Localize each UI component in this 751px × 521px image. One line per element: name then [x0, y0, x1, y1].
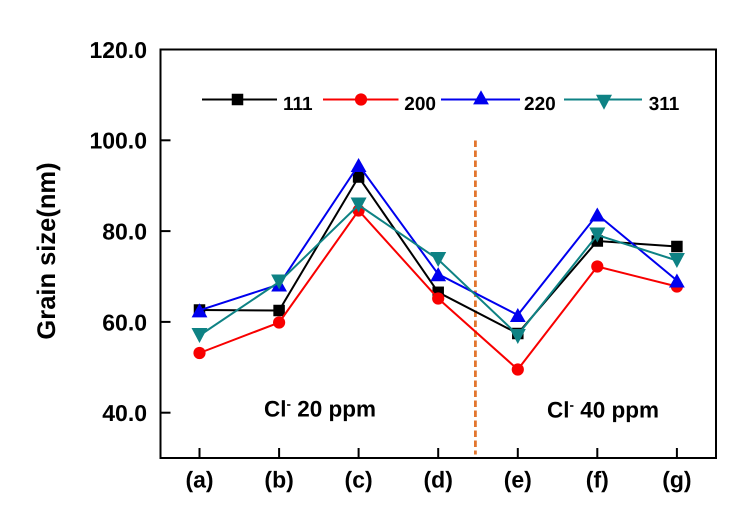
svg-text:(e): (e)	[504, 467, 532, 493]
svg-text:(d): (d)	[424, 467, 453, 493]
svg-text:40.0: 40.0	[102, 400, 147, 426]
svg-text:Cl- 20 ppm: Cl- 20 ppm	[264, 397, 376, 422]
svg-text:311: 311	[649, 94, 680, 115]
svg-text:(a): (a)	[185, 467, 213, 493]
svg-text:80.0: 80.0	[102, 219, 147, 245]
svg-text:60.0: 60.0	[102, 309, 147, 335]
svg-text:(g): (g)	[662, 467, 691, 493]
svg-text:(f): (f)	[586, 467, 609, 493]
svg-text:(c): (c)	[345, 467, 373, 493]
svg-text:111: 111	[283, 94, 313, 115]
svg-text:(b): (b)	[264, 467, 293, 493]
svg-text:Cl- 40 ppm: Cl- 40 ppm	[547, 398, 659, 423]
svg-text:200: 200	[404, 94, 436, 115]
svg-text:120.0: 120.0	[89, 37, 147, 63]
svg-text:100.0: 100.0	[89, 128, 147, 154]
svg-text:220: 220	[524, 94, 556, 115]
svg-text:Grain size(nm): Grain size(nm)	[33, 162, 61, 339]
